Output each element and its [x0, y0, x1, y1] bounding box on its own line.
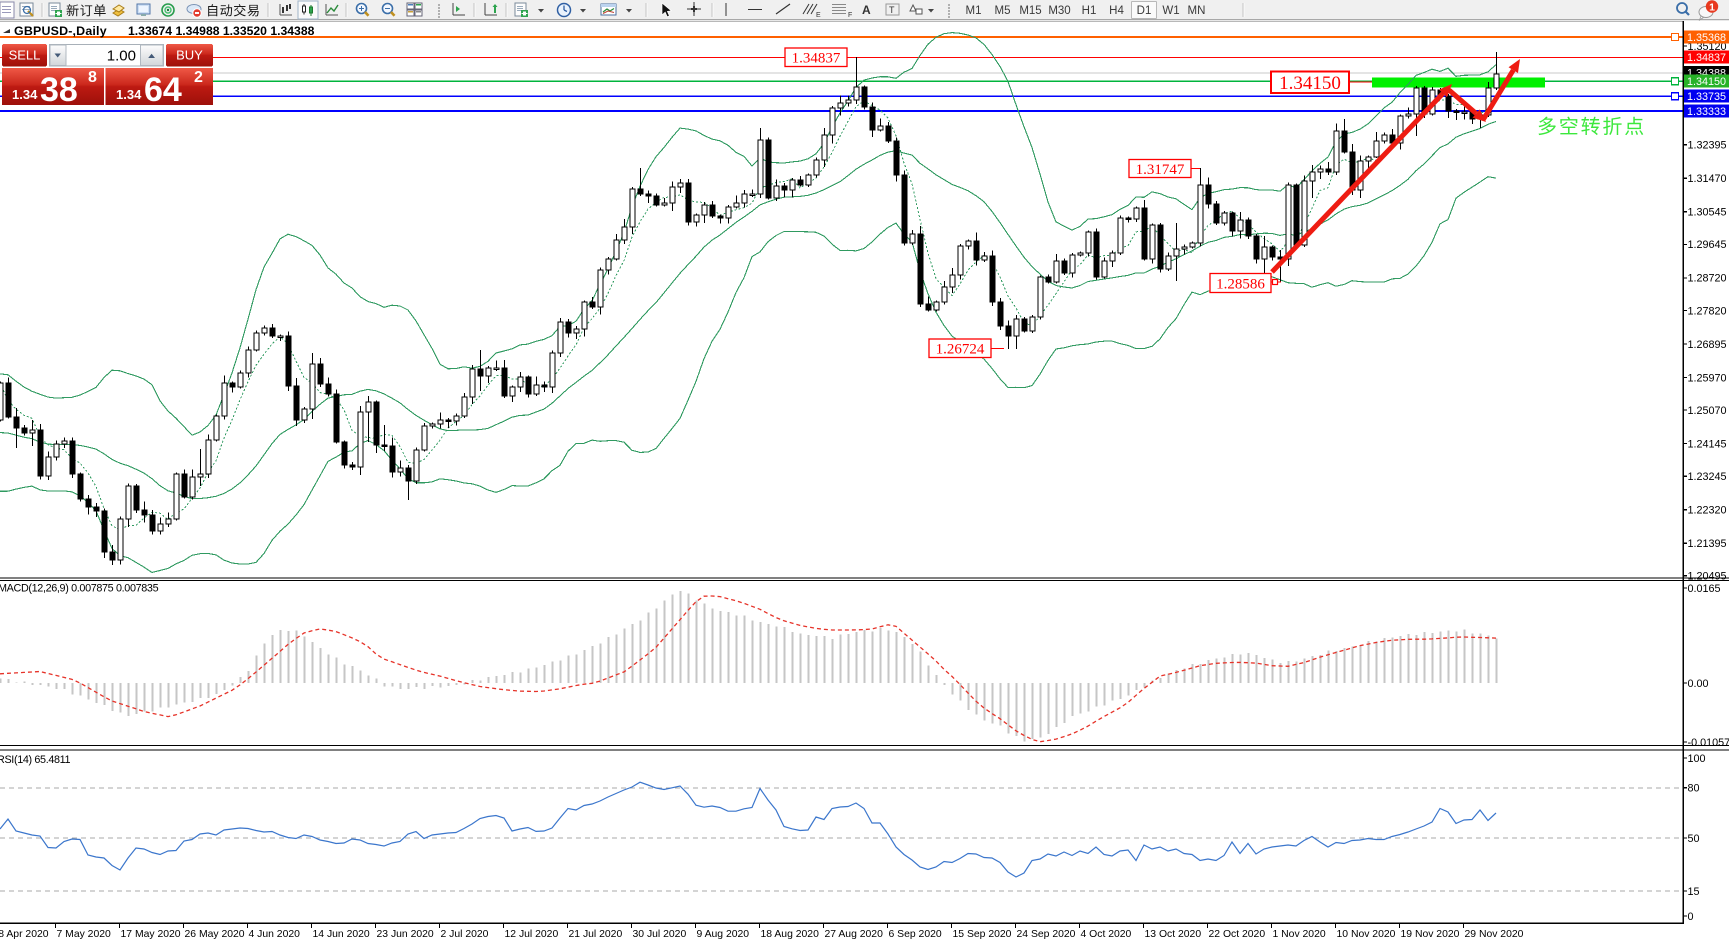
svg-text:MN: MN [1188, 5, 1206, 17]
svg-text:1.26724: 1.26724 [936, 342, 985, 358]
svg-text:MACD(12,26,9) 0.007875 0.00783: MACD(12,26,9) 0.007875 0.007835 [0, 582, 159, 594]
svg-text:22 Oct 2020: 22 Oct 2020 [1209, 929, 1266, 940]
svg-text:1.00: 1.00 [107, 48, 136, 65]
svg-text:28 Apr 2020: 28 Apr 2020 [0, 929, 49, 940]
svg-text:80: 80 [1688, 783, 1700, 795]
svg-text:50: 50 [1688, 833, 1700, 845]
svg-text:W1: W1 [1162, 5, 1179, 17]
svg-text:1.24145: 1.24145 [1688, 438, 1727, 450]
svg-text:0.0165: 0.0165 [1688, 583, 1721, 595]
svg-text:24 Sep 2020: 24 Sep 2020 [1017, 929, 1076, 940]
svg-text:0.00: 0.00 [1688, 678, 1709, 690]
svg-text:0: 0 [1688, 911, 1694, 923]
svg-text:RSI(14) 65.4811: RSI(14) 65.4811 [0, 754, 71, 766]
svg-text:1.31470: 1.31470 [1688, 173, 1727, 185]
svg-text:1.33333: 1.33333 [1687, 106, 1726, 118]
svg-text:1.33674 1.34988 1.33520 1.3438: 1.33674 1.34988 1.33520 1.34388 [128, 24, 315, 38]
svg-text:14 Jun 2020: 14 Jun 2020 [313, 929, 370, 940]
svg-text:D1: D1 [1137, 5, 1152, 17]
svg-text:1 Nov 2020: 1 Nov 2020 [1273, 929, 1326, 940]
svg-text:1.33735: 1.33735 [1687, 91, 1726, 103]
svg-text:M30: M30 [1048, 5, 1070, 17]
svg-text:2: 2 [194, 69, 203, 86]
svg-text:M15: M15 [1019, 5, 1041, 17]
svg-text:64: 64 [144, 71, 182, 109]
svg-text:2 Jul 2020: 2 Jul 2020 [441, 929, 489, 940]
svg-text:1.31747: 1.31747 [1136, 162, 1185, 178]
svg-text:1.21395: 1.21395 [1688, 538, 1727, 550]
svg-text:1.34: 1.34 [116, 87, 142, 102]
svg-text:1.25070: 1.25070 [1688, 405, 1727, 417]
svg-text:M1: M1 [966, 5, 982, 17]
svg-text:1.29645: 1.29645 [1688, 239, 1727, 251]
svg-text:1.28586: 1.28586 [1216, 276, 1265, 292]
svg-text:SELL: SELL [9, 48, 41, 63]
svg-text:T: T [889, 5, 895, 15]
svg-text:38: 38 [40, 71, 78, 109]
svg-text:4 Jun 2020: 4 Jun 2020 [249, 929, 301, 940]
svg-text:19 Nov 2020: 19 Nov 2020 [1401, 929, 1460, 940]
svg-text:1.34150: 1.34150 [1279, 73, 1341, 94]
svg-text:1.28720: 1.28720 [1688, 273, 1727, 285]
svg-text:21 Jul 2020: 21 Jul 2020 [569, 929, 623, 940]
svg-text:17 May 2020: 17 May 2020 [121, 929, 181, 940]
svg-text:1.30545: 1.30545 [1688, 207, 1727, 219]
svg-text:23 Jun 2020: 23 Jun 2020 [377, 929, 434, 940]
svg-text:6 Sep 2020: 6 Sep 2020 [889, 929, 942, 940]
svg-text:30 Jul 2020: 30 Jul 2020 [633, 929, 687, 940]
svg-text:10 Nov 2020: 10 Nov 2020 [1337, 929, 1396, 940]
svg-text:1.23245: 1.23245 [1688, 471, 1727, 483]
svg-text:1.34: 1.34 [12, 87, 38, 102]
svg-text:1.27820: 1.27820 [1688, 305, 1727, 317]
svg-text:13 Oct 2020: 13 Oct 2020 [1145, 929, 1202, 940]
svg-text:29 Nov 2020: 29 Nov 2020 [1465, 929, 1524, 940]
svg-text:H1: H1 [1082, 5, 1097, 17]
svg-text:M5: M5 [995, 5, 1011, 17]
svg-text:100: 100 [1688, 753, 1706, 765]
svg-text:1.22320: 1.22320 [1688, 505, 1727, 517]
svg-text:7 May 2020: 7 May 2020 [57, 929, 112, 940]
svg-text:1.35368: 1.35368 [1687, 32, 1726, 44]
svg-text:12 Jul 2020: 12 Jul 2020 [505, 929, 559, 940]
svg-text:15 Sep 2020: 15 Sep 2020 [953, 929, 1012, 940]
svg-text:1.20495: 1.20495 [1688, 571, 1727, 583]
svg-text:18 Aug 2020: 18 Aug 2020 [761, 929, 820, 940]
svg-text:1.34150: 1.34150 [1687, 76, 1726, 88]
svg-text:15: 15 [1688, 886, 1700, 898]
svg-text:26 May 2020: 26 May 2020 [185, 929, 245, 940]
svg-text:F: F [848, 12, 852, 19]
svg-text:GBPUSD-,Daily: GBPUSD-,Daily [14, 24, 107, 38]
svg-text:1.26895: 1.26895 [1688, 339, 1727, 351]
svg-text:1.32395: 1.32395 [1688, 140, 1727, 152]
svg-text:A: A [862, 3, 871, 17]
svg-text:4 Oct 2020: 4 Oct 2020 [1081, 929, 1132, 940]
svg-text:1.34837: 1.34837 [1687, 52, 1726, 64]
svg-text:1: 1 [1709, 2, 1715, 14]
svg-text:1.35120: 1.35120 [1688, 41, 1727, 53]
svg-text:H4: H4 [1109, 5, 1124, 17]
svg-text:BUY: BUY [176, 48, 203, 63]
svg-text:27 Aug 2020: 27 Aug 2020 [825, 929, 884, 940]
svg-text:1.34837: 1.34837 [792, 51, 841, 67]
svg-text:E: E [816, 12, 821, 19]
svg-text:9 Aug 2020: 9 Aug 2020 [697, 929, 750, 940]
svg-text:1.25970: 1.25970 [1688, 372, 1727, 384]
svg-text:8: 8 [88, 69, 97, 86]
